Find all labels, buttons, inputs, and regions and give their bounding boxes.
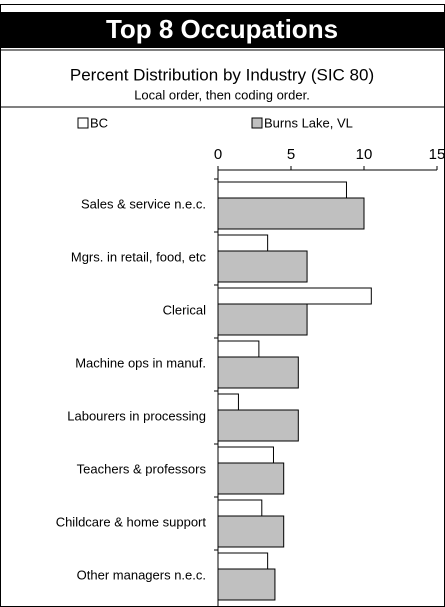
x-tick-label: 5: [287, 146, 295, 163]
y-tick-label: Childcare & home support: [56, 514, 207, 529]
chart-note: Local order, then coding order.: [134, 87, 310, 102]
bar: [217, 393, 239, 411]
bar: [217, 234, 269, 252]
legend-swatch: [251, 117, 263, 129]
y-tick-label: Labourers in processing: [67, 408, 206, 423]
x-tick-label: 0: [214, 146, 222, 163]
y-tick-label: Sales & service n.e.c.: [81, 196, 206, 211]
legend-swatch: [77, 117, 89, 129]
legend-label: Burns Lake, VL: [264, 115, 353, 130]
x-tick-label: 15: [429, 146, 445, 163]
bar: [217, 499, 263, 517]
title-band: [1, 12, 444, 48]
bar: [217, 250, 308, 283]
legend-label: BC: [90, 115, 108, 130]
x-tick-label: 10: [356, 146, 373, 163]
bar: [217, 197, 365, 230]
bar: [217, 287, 372, 305]
bar: [217, 340, 260, 358]
bar: [217, 568, 276, 601]
chart-subtitle: Percent Distribution by Industry (SIC 80…: [70, 65, 374, 84]
bar: [217, 303, 308, 336]
y-tick-label: Clerical: [163, 302, 206, 317]
bar: [217, 181, 347, 199]
bar: [217, 462, 285, 495]
bar: [217, 446, 274, 464]
chart-title: Top 8 Occupations: [106, 14, 338, 44]
y-tick-label: Other managers n.e.c.: [77, 567, 206, 582]
bar: [217, 515, 285, 548]
bar: [217, 356, 299, 389]
y-tick-label: Mgrs. in retail, food, etc: [71, 249, 207, 264]
y-tick-label: Machine ops in manuf.: [75, 355, 206, 370]
bar: [217, 409, 299, 442]
bar: [217, 552, 269, 570]
y-tick-label: Teachers & professors: [77, 461, 207, 476]
